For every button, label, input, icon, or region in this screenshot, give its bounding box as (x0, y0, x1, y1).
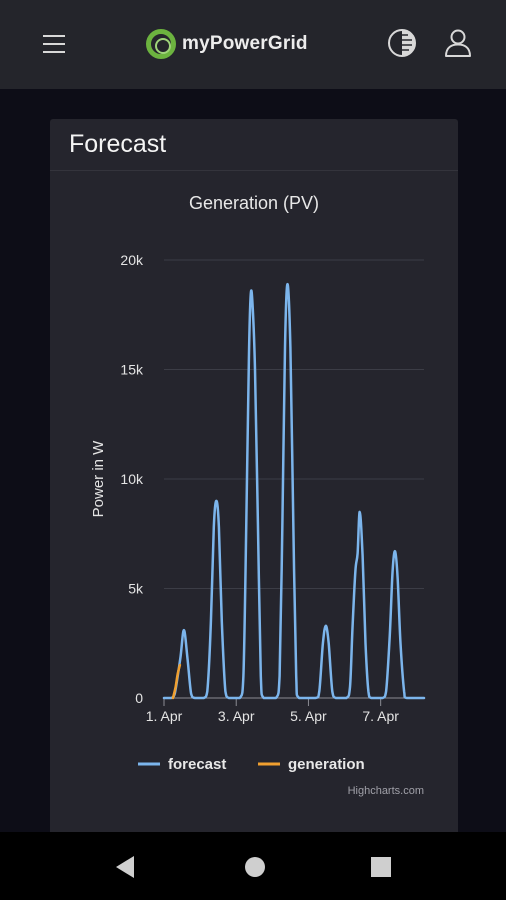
series-line-forecast (162, 282, 426, 700)
legend-item-forecast[interactable]: forecast (168, 756, 226, 773)
y-axis-title: Power in W (90, 440, 107, 518)
y-tick-label: 10k (120, 471, 144, 487)
series-line-generation (171, 663, 182, 700)
x-tick-label: 1. Apr (146, 708, 183, 724)
hamburger-menu-icon[interactable] (40, 32, 70, 56)
app-name: myPowerGrid (182, 33, 308, 54)
nav-recents-icon[interactable] (366, 852, 396, 882)
nav-home-icon[interactable] (240, 852, 270, 882)
card-header: Forecast (50, 119, 458, 171)
y-tick-label: 20k (120, 252, 144, 268)
app-logo: myPowerGrid (146, 28, 308, 60)
system-navigation-bar (0, 832, 506, 900)
y-tick-label: 0 (135, 690, 143, 706)
chart-title: Generation (PV) (189, 193, 319, 213)
y-tick-label: 5k (128, 581, 144, 597)
user-profile-icon[interactable] (441, 26, 475, 60)
chart-credits: Highcharts.com (348, 785, 424, 797)
card-title: Forecast (69, 130, 167, 158)
app-bar: myPowerGrid (0, 0, 506, 89)
x-tick-label: 7. Apr (362, 708, 399, 724)
pv-generation-chart: Generation (PV) 0 5k 10k 15k 20k 1. Apr 3. Apr 5… (90, 193, 426, 797)
contrast-theme-icon[interactable] (385, 26, 419, 60)
legend-item-generation[interactable]: generation (288, 756, 365, 773)
forecast-card: Forecast Generation (PV) 0 5k 10k 15k 20k 1. A… (50, 119, 458, 839)
logo-ring-icon (146, 29, 176, 59)
nav-back-icon[interactable] (110, 852, 140, 882)
y-tick-label: 15k (120, 362, 144, 378)
x-tick-label: 3. Apr (218, 708, 255, 724)
x-tick-label: 5. Apr (290, 708, 327, 724)
